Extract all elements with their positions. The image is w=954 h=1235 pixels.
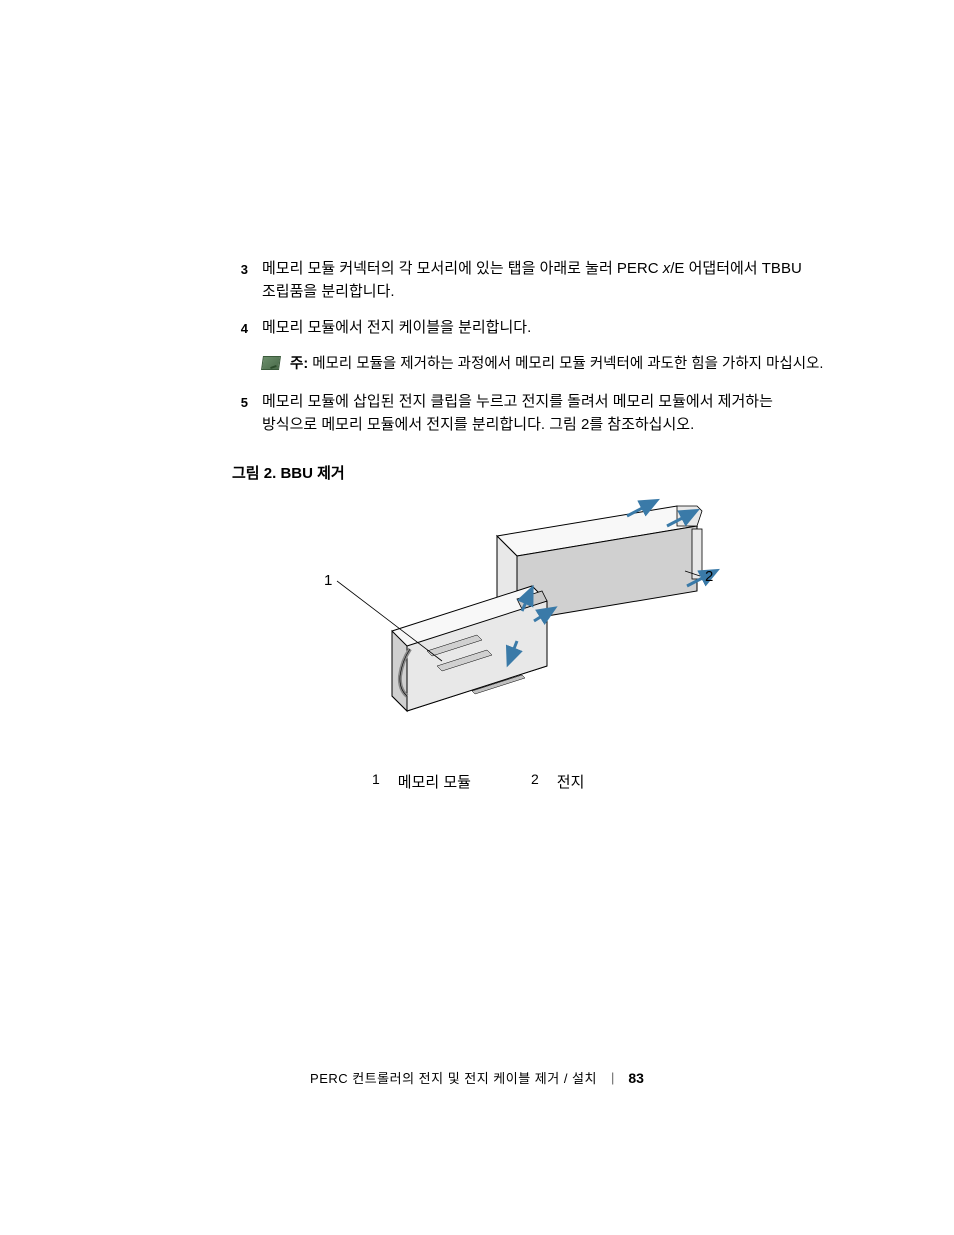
callout-1: 1: [324, 572, 442, 661]
step-3: 3 메모리 모듈 커넥터의 각 모서리에 있는 탭을 아래로 눌러 PERC x…: [232, 258, 832, 303]
callout-1-label: 1: [324, 572, 332, 589]
note-icon: [261, 356, 281, 370]
step-text-a: 메모리 모듈 커넥터의 각 모서리에 있는 탭을 아래로 눌러 PERC: [262, 260, 663, 277]
footer-inner: PERC 컨트롤러의 전지 및 전지 케이블 제거 / 설치 | 83: [310, 1068, 644, 1087]
page-content: 3 메모리 모듈 커넥터의 각 모서리에 있는 탭을 아래로 눌러 PERC x…: [232, 258, 832, 792]
legend-item-2: 2 전지: [531, 771, 584, 792]
legend-text: 전지: [557, 771, 585, 792]
legend-item-1: 1 메모리 모듈: [372, 771, 471, 792]
step-4: 4 메모리 모듈에서 전지 케이블을 분리합니다.: [232, 317, 832, 340]
figure-caption: 그림 2. BBU 제거: [232, 462, 832, 483]
step-5: 5 메모리 모듈에 삽입된 전지 클립을 누르고 전지를 돌려서 메모리 모듈에…: [232, 391, 832, 436]
figure-legend: 1 메모리 모듈 2 전지: [372, 771, 832, 792]
legend-num: 2: [531, 771, 539, 792]
note-text: 주: 메모리 모듈을 제거하는 과정에서 메모리 모듈 커넥터에 과도한 힘을 …: [290, 354, 832, 378]
note-block: 주: 메모리 모듈을 제거하는 과정에서 메모리 모듈 커넥터에 과도한 힘을 …: [262, 354, 832, 378]
step-text: 메모리 모듈에 삽입된 전지 클립을 누르고 전지를 돌려서 메모리 모듈에서 …: [262, 391, 832, 436]
note-label: 주:: [290, 356, 308, 372]
note-body: 메모리 모듈을 제거하는 과정에서 메모리 모듈 커넥터에 과도한 힘을 가하지…: [308, 356, 823, 372]
step-number: 5: [232, 391, 262, 436]
note-icon-wrap: [262, 354, 290, 378]
step-text: 메모리 모듈에서 전지 케이블을 분리합니다.: [262, 317, 832, 340]
callout-2-label: 2: [705, 568, 713, 585]
legend-num: 1: [372, 771, 380, 792]
figure-wrap: 1 2 1 메모리 모듈 2 전지: [272, 491, 832, 792]
step-number: 3: [232, 258, 262, 303]
footer-page-number: 83: [628, 1070, 644, 1086]
page-footer: PERC 컨트롤러의 전지 및 전지 케이블 제거 / 설치 | 83: [0, 1068, 954, 1087]
bbu-removal-diagram: 1 2: [272, 491, 732, 751]
legend-text: 메모리 모듈: [398, 771, 471, 792]
step-number: 4: [232, 317, 262, 340]
footer-title: PERC 컨트롤러의 전지 및 전지 케이블 제거 / 설치: [310, 1068, 597, 1087]
step-text: 메모리 모듈 커넥터의 각 모서리에 있는 탭을 아래로 눌러 PERC x/E…: [262, 258, 832, 303]
footer-separator: |: [611, 1070, 614, 1085]
